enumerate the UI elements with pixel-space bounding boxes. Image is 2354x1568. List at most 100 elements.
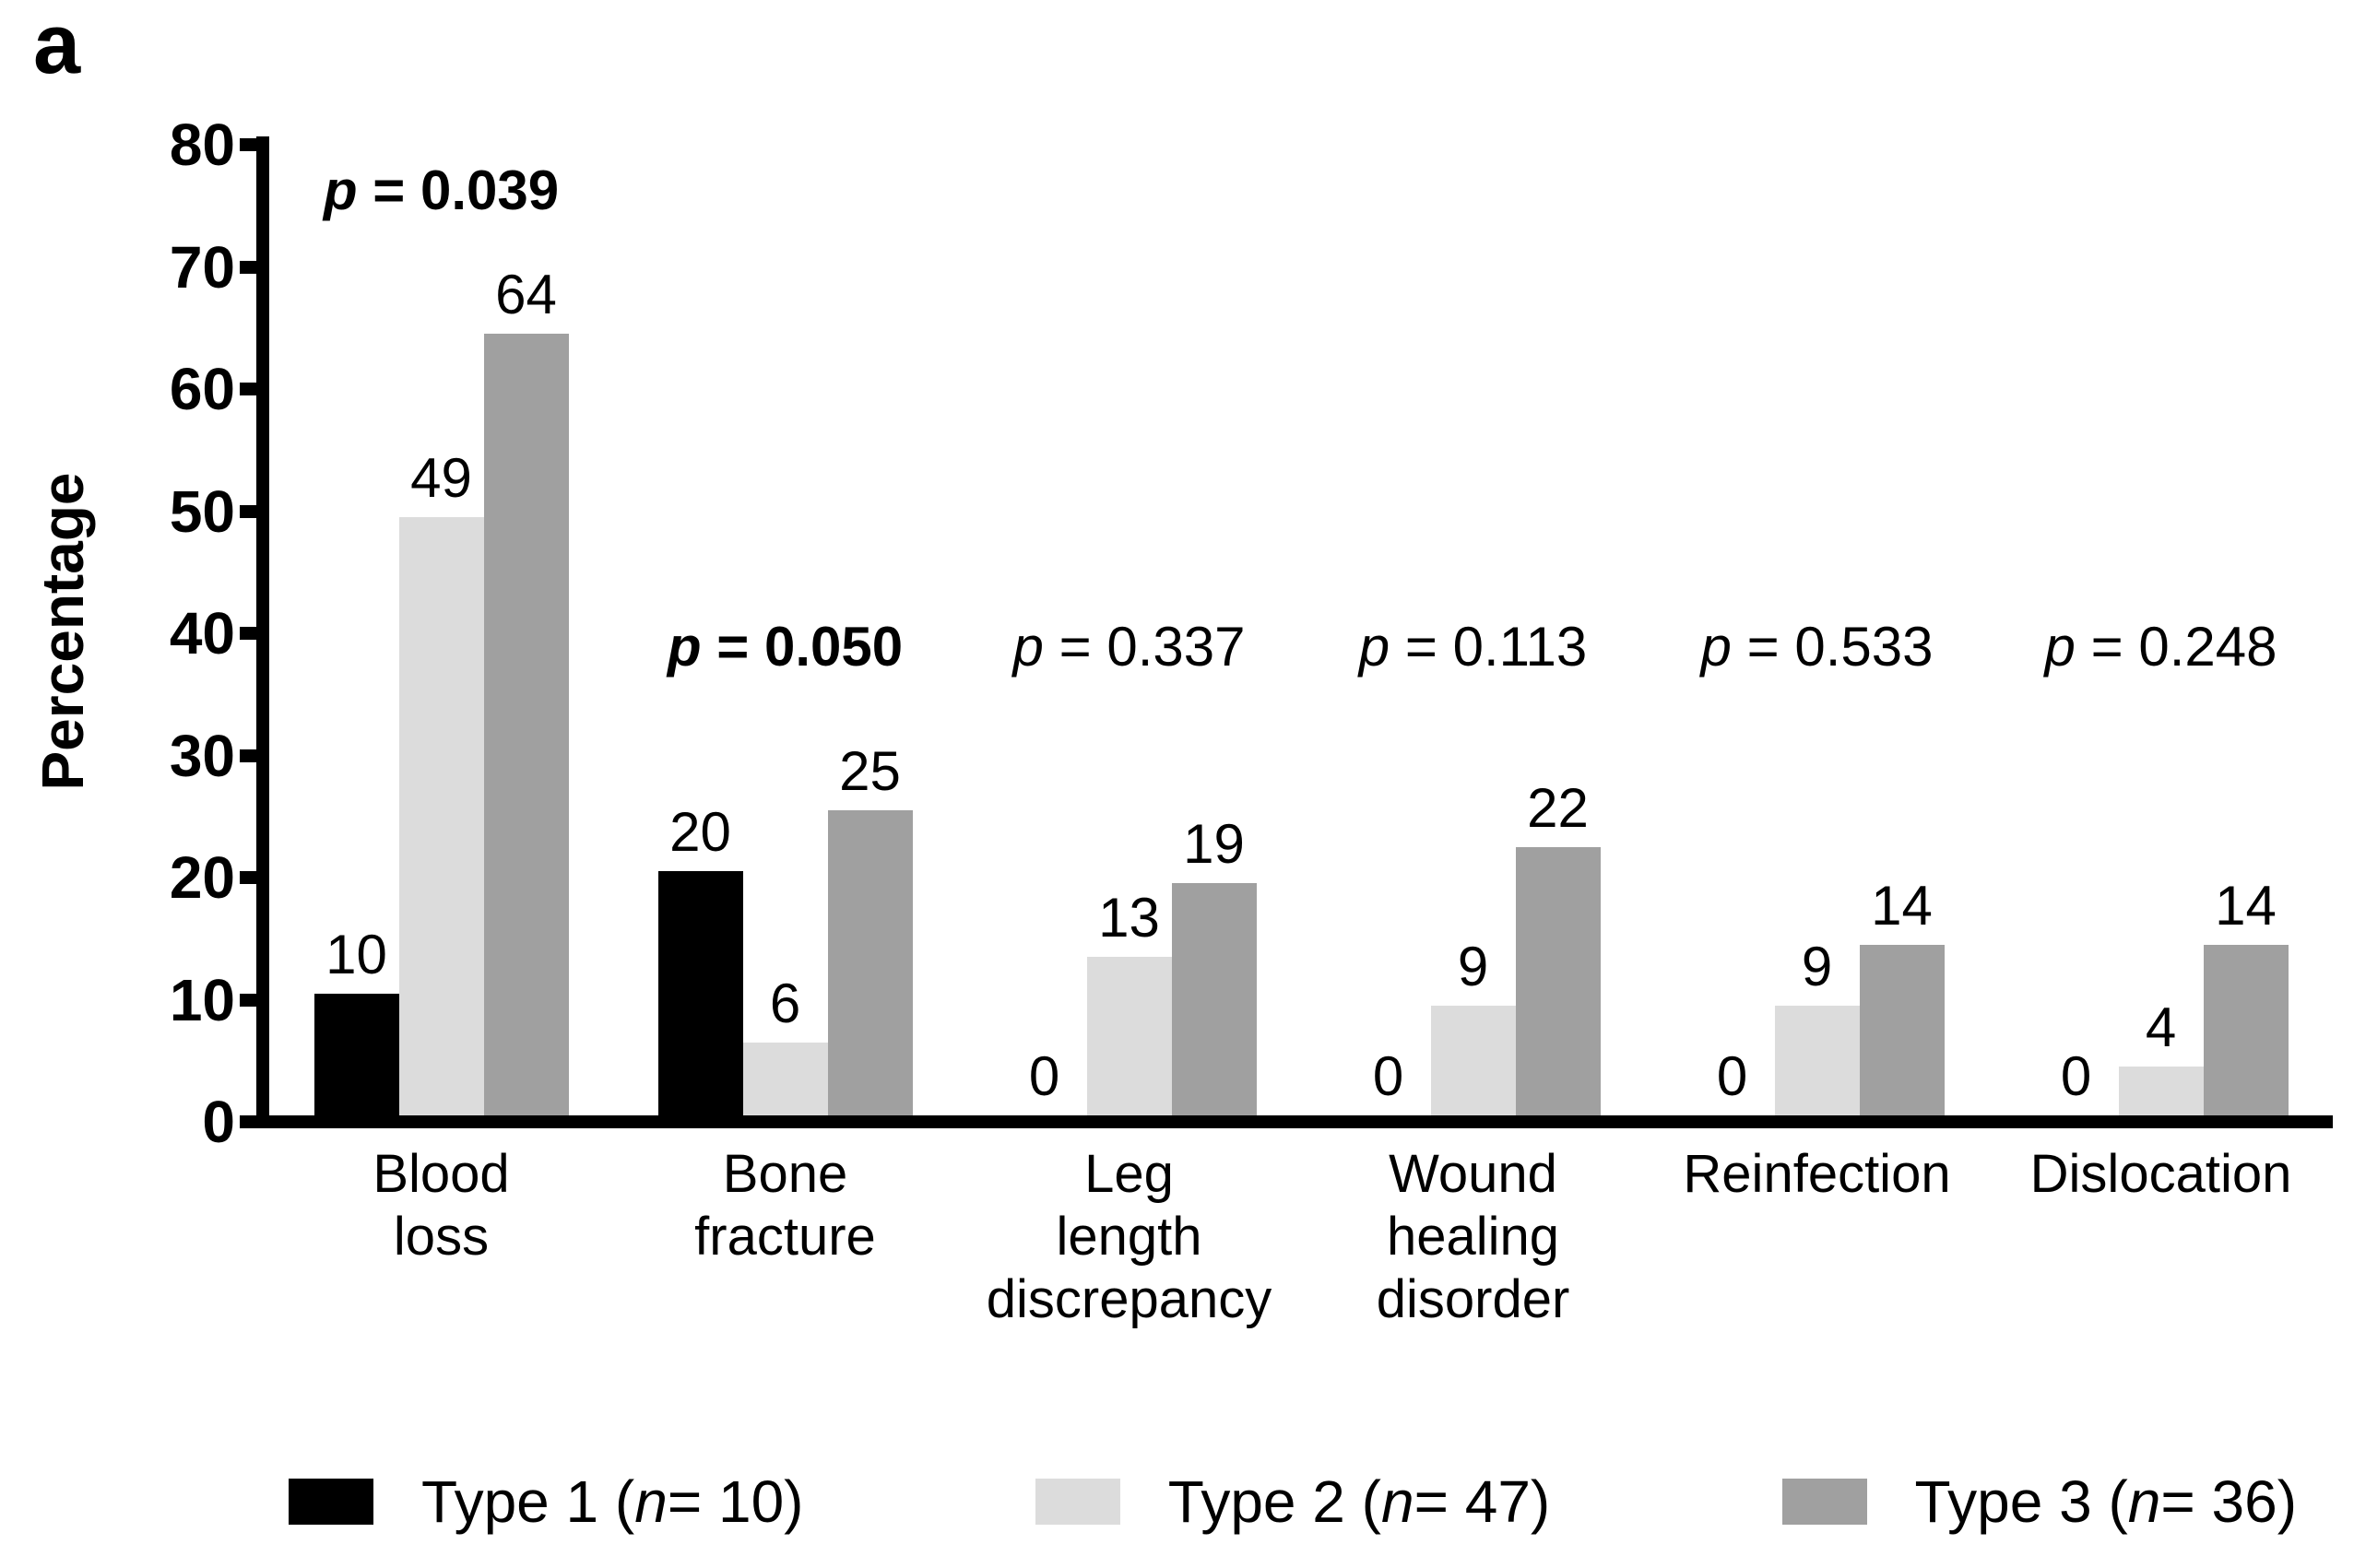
bar-value-label: 13 <box>1098 886 1160 949</box>
y-tick-label: 0 <box>202 1089 235 1155</box>
bar-value-label: 10 <box>325 923 387 985</box>
bar-slot: 6 <box>742 744 828 1115</box>
y-tick <box>240 504 269 518</box>
bar-slot: 19 <box>1171 813 1257 1115</box>
bar-slot: 22 <box>1515 776 1601 1115</box>
p-value-text: = 0.050 <box>716 616 904 678</box>
bar-value-label: 9 <box>1801 935 1833 997</box>
p-value-italic: p <box>1358 616 1390 678</box>
bar <box>313 993 399 1115</box>
y-tick-label: 70 <box>169 233 235 301</box>
bar-value-label: 6 <box>769 972 801 1034</box>
p-value-italic: p <box>2044 616 2076 678</box>
bar-value-label: 49 <box>410 446 472 509</box>
y-tick-label: 10 <box>169 966 235 1033</box>
bar-value-label: 25 <box>839 739 901 802</box>
y-tick-label: 50 <box>169 477 235 545</box>
bar <box>1430 1005 1516 1115</box>
legend-label-suffix: = 47) <box>1414 1468 1551 1535</box>
legend-label-suffix: = 36) <box>2160 1468 2297 1535</box>
legend-label-suffix: = 10) <box>667 1468 804 1535</box>
bar-value-label: 64 <box>495 264 557 325</box>
p-value-text: = 0.533 <box>1746 616 1934 678</box>
legend-swatch <box>289 1479 373 1525</box>
bar-value-label: 9 <box>1457 935 1489 997</box>
p-value-label: p = 0.039 <box>324 163 559 218</box>
p-value-label: p = 0.050 <box>668 619 903 675</box>
bar-slot: 0 <box>1346 781 1431 1116</box>
p-value-text: = 0.039 <box>373 159 560 221</box>
legend-swatch <box>1781 1479 1867 1525</box>
y-tick <box>240 383 269 395</box>
bar-slot: 0 <box>2034 878 2119 1116</box>
bar <box>1086 956 1172 1115</box>
bar-slot: 9 <box>1430 781 1516 1115</box>
category-label: Dislocation <box>2029 1144 2292 1204</box>
bar <box>1171 883 1257 1115</box>
bar <box>1774 1005 1860 1115</box>
bar <box>2203 944 2289 1115</box>
bar-group: p = 0.039 10 49 64 Blood loss <box>269 138 613 1267</box>
y-tick <box>240 260 269 274</box>
category-label: Blood loss <box>373 1144 510 1267</box>
bar-slot: 4 <box>2118 878 2204 1115</box>
bar-slot: 10 <box>313 267 399 1115</box>
bar-value-label: 20 <box>669 801 731 863</box>
bar-cluster: 20 6 25 <box>657 739 913 1115</box>
p-value-label: p = 0.337 <box>1012 619 1245 675</box>
p-value-label: p = 0.113 <box>1359 619 1588 675</box>
bar <box>2118 1067 2204 1115</box>
bar <box>398 516 484 1115</box>
bar-cluster: 0 13 19 <box>1002 817 1257 1115</box>
legend-label-n: n <box>1380 1468 1414 1535</box>
bar-slot: 14 <box>1859 874 1945 1115</box>
bar-value-label: 14 <box>1871 874 1933 937</box>
legend-item: Type 3 (n = 36) <box>1781 1468 2297 1535</box>
bar <box>827 809 913 1115</box>
bar-value-label: 22 <box>1527 776 1589 839</box>
p-value-text: = 0.113 <box>1404 616 1588 678</box>
bar-group: p = 0.248 0 4 14 Dislocation <box>1989 138 2333 1205</box>
p-value-text: = 0.337 <box>1059 616 1246 678</box>
p-value-italic: p <box>323 159 358 221</box>
legend-label-n: n <box>634 1468 668 1535</box>
y-tick-label: 60 <box>169 356 235 422</box>
bar-slot: 13 <box>1086 817 1172 1115</box>
legend-label-prefix: Type 1 ( <box>421 1468 635 1535</box>
bar <box>483 334 569 1115</box>
y-tick-label: 30 <box>169 722 235 789</box>
bar-value-label: 14 <box>2215 874 2277 937</box>
y-tick <box>240 627 269 640</box>
legend-item: Type 2 (n = 47) <box>1035 1472 1550 1531</box>
bar <box>1515 846 1601 1115</box>
bar-value-label: 4 <box>2145 996 2177 1058</box>
bar-slot: 0 <box>1690 878 1775 1116</box>
bar-slot: 9 <box>1774 878 1860 1115</box>
y-tick <box>240 871 269 884</box>
bar-group: p = 0.337 0 13 19 Leg length discrepancy <box>957 138 1301 1329</box>
bar-slot: 64 <box>483 264 569 1115</box>
legend-label-n: n <box>2127 1468 2161 1535</box>
legend-label-prefix: Type 3 ( <box>1914 1468 2128 1535</box>
y-tick <box>240 993 269 1007</box>
y-tick <box>240 749 269 762</box>
category-label: Wound healing disorder <box>1376 1144 1570 1329</box>
bar-slot: 25 <box>827 739 913 1115</box>
bar-group: p = 0.533 0 9 14 Reinfection <box>1645 138 1989 1205</box>
legend-label-prefix: Type 2 ( <box>1167 1468 1381 1535</box>
category-label: Reinfection <box>1683 1144 1951 1204</box>
bar-cluster: 0 9 22 <box>1346 776 1601 1116</box>
bar-value-label: 19 <box>1183 813 1245 876</box>
bar-slot: 20 <box>657 744 743 1115</box>
p-value-label: p = 0.248 <box>2044 619 2277 675</box>
bar <box>1859 944 1945 1115</box>
legend-item: Type 1 (n = 10) <box>289 1472 803 1531</box>
panel-label: a <box>33 0 81 91</box>
bar-group: p = 0.113 0 9 22 Wound healing disorder <box>1301 138 1645 1329</box>
p-value-italic: p <box>1700 616 1732 678</box>
bar <box>742 1042 828 1115</box>
bar-cluster: 0 9 14 <box>1690 874 1945 1116</box>
legend-swatch <box>1035 1479 1120 1525</box>
bar-slot: 0 <box>1002 817 1087 1115</box>
